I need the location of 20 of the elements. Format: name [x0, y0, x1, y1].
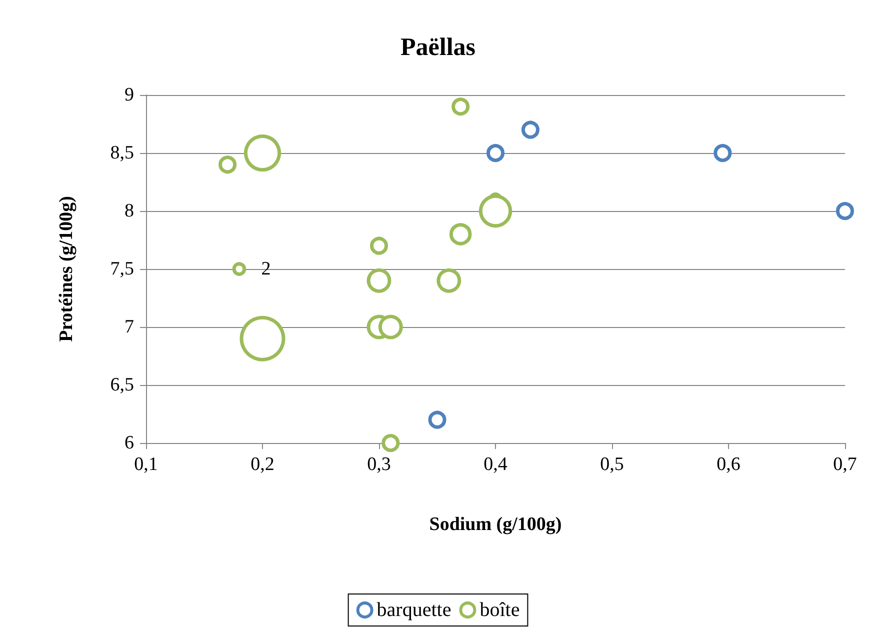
x-axis-title: Sodium (g/100g)	[429, 514, 562, 535]
x-tick-label: 0,1	[134, 454, 158, 475]
x-tick-label: 0,7	[833, 454, 857, 475]
x-tick-label: 0,3	[367, 454, 391, 475]
x-tick-label: 0,2	[250, 454, 274, 475]
y-tick-label: 7	[124, 316, 134, 338]
y-tick-label: 7,5	[110, 258, 134, 280]
y-axis-title: Protéines (g/100g)	[56, 196, 77, 342]
y-tick-label: 6,5	[110, 374, 134, 396]
y-tick-label: 8,5	[110, 142, 134, 164]
y-tick-label: 8	[124, 200, 134, 222]
legend-label: barquette	[376, 599, 452, 621]
legend-label: boîte	[480, 599, 520, 621]
x-tick-label: 0,4	[484, 454, 508, 475]
x-tick-label: 0,6	[716, 454, 740, 475]
y-tick-label: 6	[124, 432, 134, 454]
x-tick-label: 0,5	[600, 454, 624, 475]
annotation: 2	[261, 258, 271, 280]
y-tick-label: 9	[124, 84, 134, 106]
chart-title: Paëllas	[400, 34, 476, 61]
